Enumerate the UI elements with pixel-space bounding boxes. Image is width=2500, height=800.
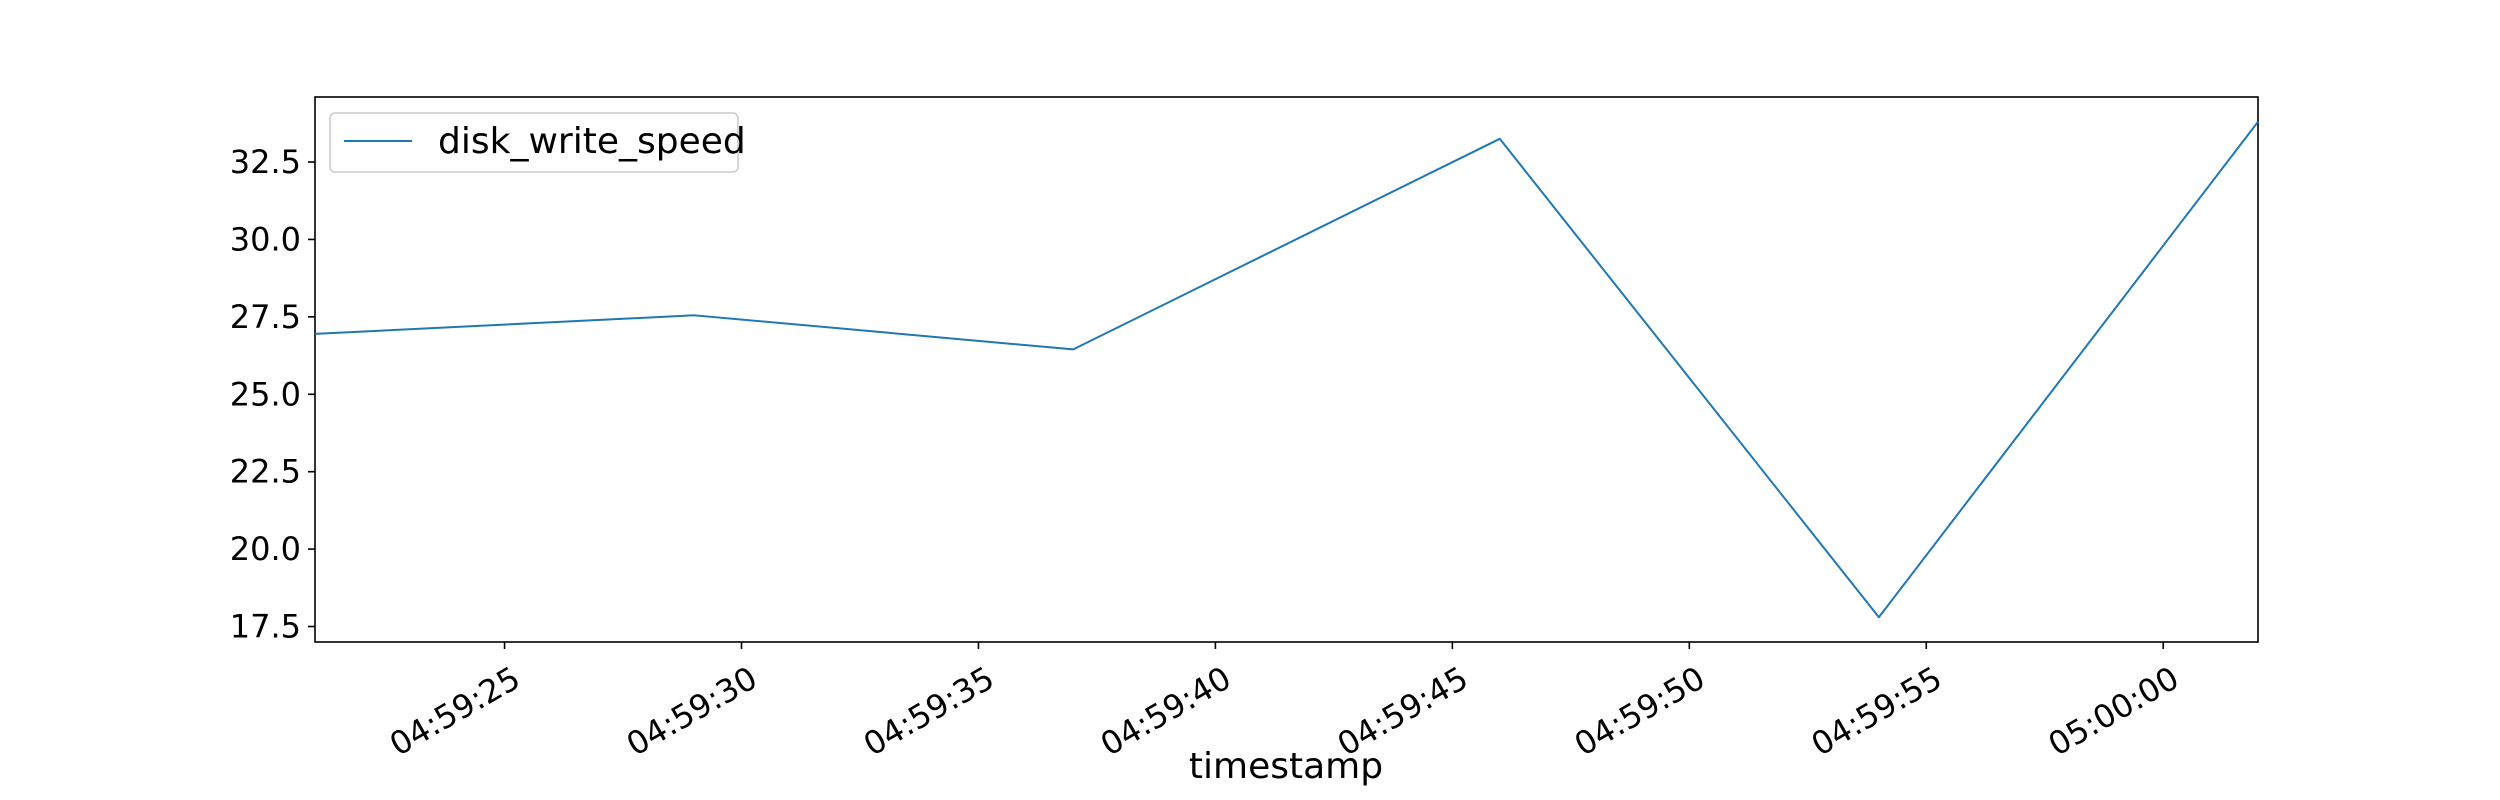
x-tick-label: 04:59:55: [1805, 659, 1948, 764]
x-tick-label: 04:59:25: [383, 659, 526, 764]
y-tick-label: 30.0: [230, 220, 301, 258]
y-axis: 17.5 20.0 22.5 25.0 27.5 30.0 32.5: [230, 143, 315, 646]
data-point: [2257, 121, 2259, 123]
x-tick-label: 05:00:00: [2042, 659, 2185, 764]
plot-frame: [314, 96, 2259, 643]
legend: disk_write_speed: [329, 112, 746, 173]
y-tick-label: 17.5: [230, 608, 301, 646]
series-line-disk-write-speed: [314, 121, 2259, 619]
y-tick-label: 22.5: [230, 453, 301, 491]
legend-label-disk-write-speed: disk_write_speed: [438, 121, 746, 162]
data-point: [1499, 138, 1501, 140]
x-axis-label: timestamp: [1189, 746, 1383, 787]
x-tick-label: 04:59:50: [1568, 659, 1711, 764]
y-tick-label: 25.0: [230, 375, 301, 413]
y-tick-label: 32.5: [230, 143, 301, 181]
data-point: [1878, 616, 1880, 618]
series-layer: [314, 121, 2259, 619]
x-tick-label: 04:59:35: [857, 659, 1000, 764]
data-point: [693, 314, 695, 316]
legend-box: [329, 112, 739, 173]
data-point: [1072, 348, 1074, 350]
y-tick-label: 27.5: [230, 298, 301, 336]
x-tick-label: 04:59:30: [620, 659, 763, 764]
y-tick-label: 20.0: [230, 530, 301, 568]
data-point: [314, 333, 316, 335]
